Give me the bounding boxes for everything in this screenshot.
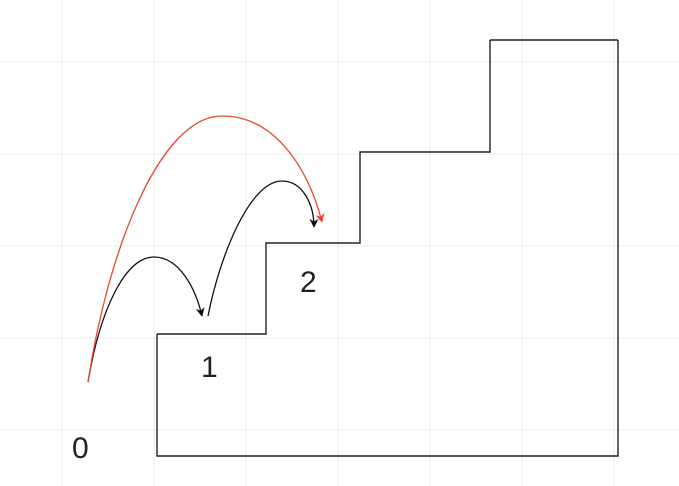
step-label-2: 2 <box>300 266 317 299</box>
skip-arrow-0-to-2 <box>87 115 325 383</box>
step-label-1: 1 <box>201 351 218 384</box>
jump-arrow-0-to-1 <box>87 256 205 383</box>
step-label-0: 0 <box>72 432 89 465</box>
jump-arrow-1-to-2 <box>207 180 319 317</box>
staircase-outline <box>156 39 619 457</box>
